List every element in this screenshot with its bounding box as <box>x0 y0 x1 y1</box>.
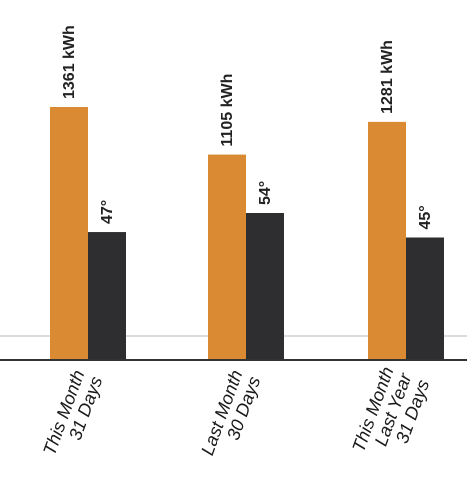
bar-energy-this-month <box>50 107 88 360</box>
data-label-temperature-last-month: 54° <box>257 181 274 205</box>
data-label-temperature-this-month-last-year: 45° <box>417 205 434 229</box>
data-label-energy-last-month: 1105 kWh <box>219 74 236 147</box>
data-label-temperature-this-month: 47° <box>99 200 116 224</box>
bar-temperature-last-month <box>246 213 284 360</box>
data-label-energy-this-month: 1361 kWh <box>61 25 78 99</box>
bar-temperature-this-month <box>88 232 126 360</box>
bars-group <box>50 107 444 360</box>
data-label-energy-this-month-last-year: 1281 kWh <box>379 40 396 114</box>
bar-temperature-this-month-last-year <box>406 237 444 360</box>
bar-energy-this-month-last-year <box>368 121 406 360</box>
bar-energy-last-month <box>208 154 246 360</box>
